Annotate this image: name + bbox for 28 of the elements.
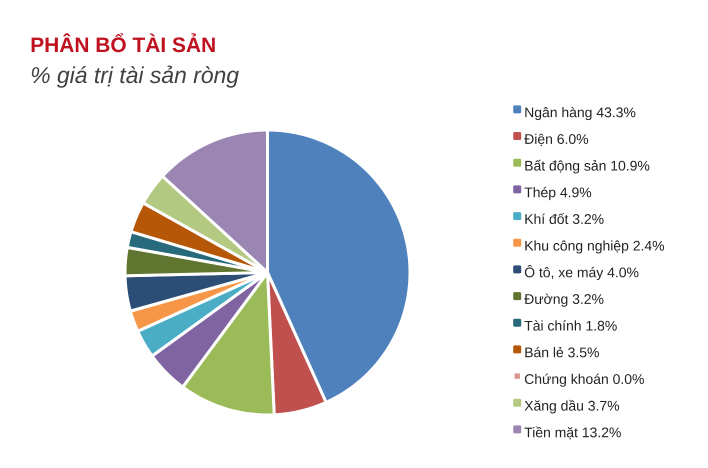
legend-label: Tài chính	[524, 320, 581, 331]
legend-label: Đường	[524, 294, 568, 307]
legend-label: Bất động sản	[525, 160, 606, 174]
legend-label: Khí đốt	[525, 213, 568, 224]
data-label: 2.4%	[633, 240, 664, 251]
text: 0.0%	[613, 374, 644, 384]
legend-label: Ngân hàng	[525, 106, 592, 120]
legend-label: Khu công nghiệp	[525, 240, 628, 254]
data-label: 1.8%	[586, 320, 617, 331]
data-label: 4.0%	[607, 267, 638, 278]
chart-subtitle: % giá trị tài sản ròng	[32, 66, 239, 88]
legend-label: Ô tô, xe máy	[524, 265, 604, 280]
data-label: 13.2%	[582, 427, 621, 438]
legend-label: Xăng dầu	[524, 400, 583, 414]
data-label: 3.2%	[572, 294, 604, 304]
data-label: 3.5%	[568, 347, 599, 358]
chart-title: PHÂN BỔ TÀI SẢN	[32, 33, 215, 52]
legend-label: Thép	[524, 186, 556, 200]
data-label: 43.3%	[596, 107, 636, 118]
data-label: 4.9%	[560, 187, 592, 198]
legend-label: Tiền mặt	[524, 426, 578, 440]
legend-label: Điện	[524, 134, 552, 146]
data-label: 6.0%	[557, 134, 588, 144]
legend-label: Bán lẻ	[525, 346, 564, 358]
legend-label: Chứng khoán	[524, 374, 608, 387]
data-label: 3.2%	[572, 214, 604, 224]
data-label: 10.9%	[611, 160, 650, 171]
data-label: 3.7%	[588, 400, 620, 411]
